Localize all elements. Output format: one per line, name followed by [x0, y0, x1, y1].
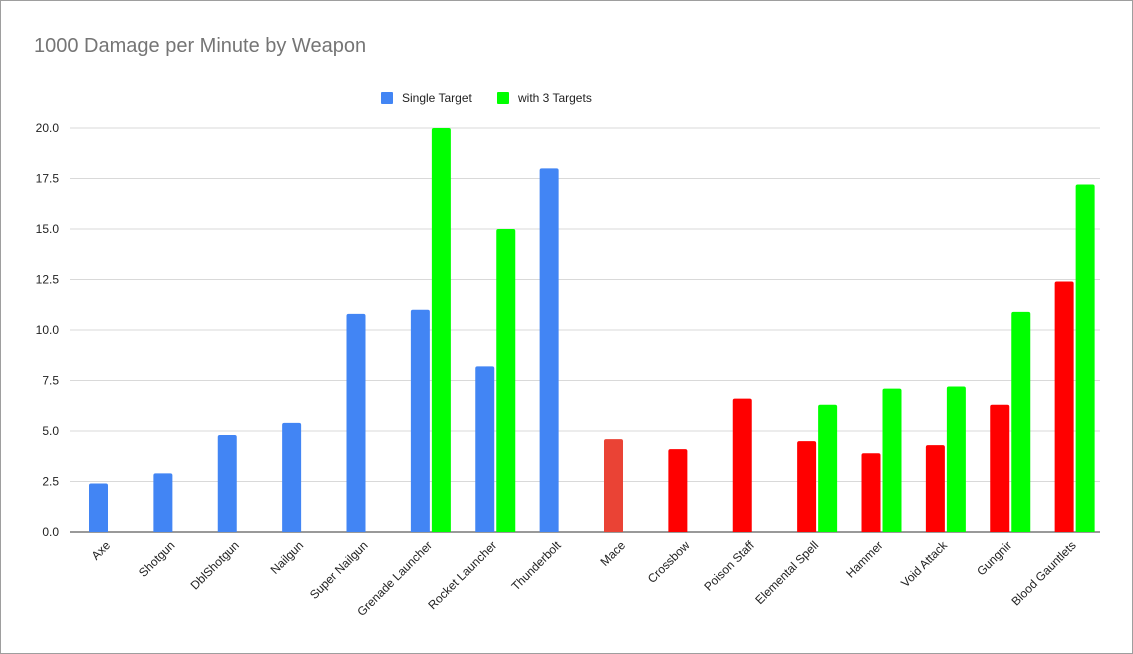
y-tick-label: 12.5: [36, 273, 60, 287]
bar-axe-single-target[interactable]: [89, 483, 108, 532]
y-tick-label: 10.0: [36, 323, 60, 337]
y-tick-label: 15.0: [36, 222, 60, 236]
x-axis-labels: Axe Shotgun DblShotgun Nailgun Super Nailgun…: [89, 538, 1079, 619]
y-tick-label: 5.0: [42, 424, 59, 438]
legend-label-single-target: Single Target: [402, 91, 472, 105]
bar-thunderbolt-single-target[interactable]: [539, 168, 559, 532]
bar-gungnir-single-target[interactable]: [990, 404, 1010, 532]
bar-shotgun-single-target[interactable]: [153, 473, 173, 532]
legend-swatch-with-3-targets: [497, 92, 509, 104]
bar-void-attack-single-target[interactable]: [925, 445, 945, 532]
bar-hammer-with-3-targets[interactable]: [882, 388, 902, 532]
x-tick-label-void-attack: Void Attack: [898, 538, 951, 591]
x-tick-label-dblshotgun: DblShotgun: [188, 538, 242, 592]
legend: Single Target with 3 Targets: [381, 91, 592, 105]
x-tick-label-nailgun: Nailgun: [268, 538, 307, 577]
x-tick-label-poison-staff: Poison Staff: [701, 538, 757, 594]
bar-elemental-spell-single-target[interactable]: [797, 441, 817, 532]
x-tick-label-thunderbolt: Thunderbolt: [509, 538, 565, 594]
bar-dblshotgun-single-target[interactable]: [217, 435, 237, 532]
x-tick-label-elemental-spell: Elemental Spell: [752, 538, 821, 607]
y-axis-ticks: 0.0 2.5 5.0 7.5 10.0 12.5 15.0 17.5 20.0: [36, 121, 60, 539]
legend-label-with-3-targets: with 3 Targets: [517, 91, 592, 105]
bar-rocket-launcher-with-3-targets[interactable]: [496, 229, 516, 532]
bar-super-nailgun-single-target[interactable]: [346, 313, 366, 532]
y-tick-label: 0.0: [42, 525, 59, 539]
chart-title: 1000 Damage per Minute by Weapon: [34, 35, 366, 57]
bar-nailgun-single-target[interactable]: [282, 422, 302, 532]
legend-swatch-single-target: [381, 92, 393, 104]
bar-void-attack-with-3-targets[interactable]: [946, 386, 966, 532]
legend-item-single-target[interactable]: Single Target: [381, 91, 472, 105]
x-tick-label-super-nailgun: Super Nailgun: [307, 538, 371, 602]
x-tick-label-mace: Mace: [597, 538, 628, 569]
bar-poison-staff-single-target[interactable]: [732, 398, 752, 532]
y-tick-label: 20.0: [36, 121, 60, 135]
bar-mace-single-target[interactable]: [604, 439, 623, 532]
y-tick-label: 2.5: [42, 475, 59, 489]
x-tick-label-axe: Axe: [89, 538, 114, 563]
gridlines: [70, 127, 1100, 533]
bar-blood-gauntlets-single-target[interactable]: [1054, 281, 1074, 532]
x-tick-label-rocket-launcher: Rocket Launcher: [425, 538, 499, 612]
bar-grenade-launcher-single-target[interactable]: [410, 309, 430, 532]
bar-elemental-spell-with-3-targets[interactable]: [818, 404, 838, 532]
bar-grenade-launcher-with-3-targets[interactable]: [431, 128, 451, 532]
bar-blood-gauntlets-with-3-targets[interactable]: [1075, 184, 1095, 532]
x-tick-label-blood-gauntlets: Blood Gauntlets: [1008, 538, 1078, 608]
bars: [89, 128, 1095, 532]
y-tick-label: 17.5: [36, 172, 60, 186]
x-tick-label-gungnir: Gungnir: [974, 538, 1014, 578]
bar-rocket-launcher-single-target[interactable]: [475, 366, 495, 532]
x-tick-label-shotgun: Shotgun: [136, 538, 178, 580]
bar-crossbow-single-target[interactable]: [668, 449, 688, 532]
bar-gungnir-with-3-targets[interactable]: [1011, 311, 1031, 532]
y-tick-label: 7.5: [42, 374, 59, 388]
x-tick-label-hammer: Hammer: [843, 538, 885, 580]
bar-hammer-single-target[interactable]: [861, 453, 881, 532]
x-tick-label-crossbow: Crossbow: [645, 538, 693, 586]
legend-item-with-3-targets[interactable]: with 3 Targets: [497, 91, 592, 105]
